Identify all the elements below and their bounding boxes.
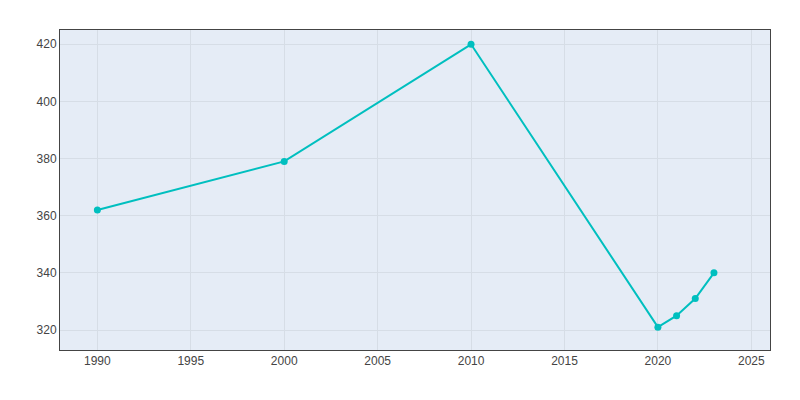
svg-text:360: 360 xyxy=(37,209,57,223)
svg-text:340: 340 xyxy=(37,266,57,280)
svg-text:2000: 2000 xyxy=(271,354,298,368)
svg-text:1995: 1995 xyxy=(177,354,204,368)
svg-text:2015: 2015 xyxy=(551,354,578,368)
svg-text:2025: 2025 xyxy=(738,354,765,368)
svg-text:320: 320 xyxy=(37,323,57,337)
svg-text:400: 400 xyxy=(37,95,57,109)
svg-text:2010: 2010 xyxy=(458,354,485,368)
svg-text:1990: 1990 xyxy=(84,354,111,368)
svg-text:2020: 2020 xyxy=(645,354,672,368)
svg-text:420: 420 xyxy=(37,37,57,51)
svg-text:2005: 2005 xyxy=(364,354,391,368)
svg-text:380: 380 xyxy=(37,152,57,166)
